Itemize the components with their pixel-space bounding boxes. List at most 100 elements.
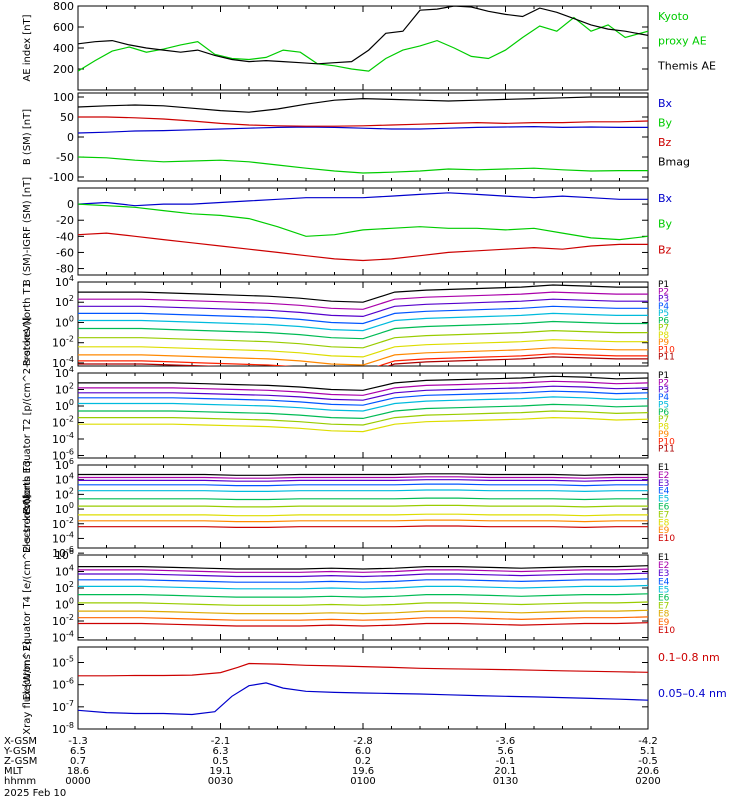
- x-row-label: Z-GSM: [4, 756, 37, 767]
- series-label: P1: [658, 371, 669, 381]
- series-line-By: [78, 156, 648, 174]
- x-row-value: 19.6: [352, 766, 374, 777]
- y-tick-label: 100: [55, 597, 74, 612]
- y-tick-label: 10-7: [52, 699, 74, 714]
- series-line-P10: [78, 353, 648, 366]
- series-line-E2: [78, 476, 648, 479]
- y-axis-label: Protons North T1: [22, 282, 33, 366]
- panel-2: 100 50 0 -50 -100 B (SM) [nT] Bx By Bz Bmag: [22, 91, 690, 184]
- series-label: Bz: [658, 243, 672, 256]
- series-line-0.05-0.4 nm: [78, 682, 648, 716]
- series-line-Kyoto proxy AE: [78, 16, 648, 72]
- x-row-value: 0.5: [213, 756, 229, 767]
- series-line-P3: [78, 385, 648, 401]
- series-line-Bmag: [78, 96, 648, 113]
- series-label: Bx: [658, 192, 673, 205]
- series-line-E1: [78, 473, 648, 476]
- y-tick-label: 50: [60, 111, 74, 124]
- series-label: E4: [658, 577, 670, 587]
- series-label: 0.05–0.4 nm: [658, 687, 727, 700]
- series-label: E5: [658, 585, 669, 595]
- series-line-P7: [78, 410, 648, 426]
- y-tick-label: 800: [53, 0, 74, 13]
- series-label: E5: [658, 495, 669, 505]
- y-tick-label: 10-6: [52, 677, 74, 692]
- series-line-P3: [78, 298, 648, 318]
- x-row-value: 0100: [350, 776, 375, 787]
- y-axis-label: Electrons North T3: [22, 460, 33, 553]
- series-label: E6: [658, 594, 670, 604]
- plot-frame: [77, 646, 649, 730]
- series-line-E8: [78, 609, 648, 615]
- series-line-P8: [78, 416, 648, 433]
- series-line-Bz: [78, 116, 648, 127]
- series-line-E4: [78, 483, 648, 487]
- series-label: E3: [658, 479, 669, 489]
- y-tick-label: 600: [53, 21, 74, 34]
- y-axis-label: Electrons Equator T4 [e/(cm^2-s-sr-keV)]: [22, 495, 33, 701]
- series-label: P2: [658, 378, 669, 388]
- y-tick-label: 102: [55, 382, 74, 397]
- series-line-P4: [78, 390, 648, 406]
- series-label: E8: [658, 518, 670, 528]
- series-line-P6: [78, 320, 648, 340]
- series-label: 0.1–0.8 nm: [658, 651, 720, 664]
- series-line-0.1-0.8 nm: [78, 662, 648, 677]
- series-label: P8: [658, 331, 669, 341]
- series-label: P3: [658, 386, 669, 396]
- series-line-E3: [78, 572, 648, 578]
- series-line-P7: [78, 329, 648, 349]
- plot-frame: [77, 372, 649, 459]
- y-tick-label: 102: [55, 486, 74, 501]
- y-tick-label: 200: [53, 63, 74, 76]
- y-tick-label: -40: [56, 230, 74, 243]
- y-tick-label: 10-4: [52, 431, 74, 446]
- series-label: Bmag: [658, 156, 690, 169]
- series-label: E7: [658, 602, 669, 612]
- series-label: E2: [658, 561, 669, 571]
- y-tick-label: 10-2: [52, 516, 74, 531]
- x-row-value: 6.3: [213, 746, 229, 757]
- y-tick-label: 106: [55, 547, 74, 562]
- y-tick-label: 10-8: [52, 721, 74, 736]
- y-tick-label: 0: [67, 131, 74, 144]
- y-tick-label: 102: [55, 580, 74, 595]
- y-tick-label: 400: [53, 42, 74, 55]
- x-row-value: -2.8: [353, 736, 373, 747]
- date-label: 2025 Feb 10: [4, 788, 66, 799]
- x-row-value: 0130: [493, 776, 518, 787]
- y-tick-label: 10-4: [52, 630, 74, 645]
- series-line-E2: [78, 568, 648, 573]
- y-tick-label: -60: [56, 246, 74, 259]
- x-row-value: -2.1: [211, 736, 231, 747]
- series-line-P11: [78, 356, 648, 366]
- series-line-E8: [78, 513, 648, 517]
- series-line-P2: [78, 291, 648, 310]
- series-label: E7: [658, 510, 669, 520]
- y-tick-label: 10-2: [52, 335, 74, 350]
- y-tick-label: 10-5: [52, 654, 74, 669]
- series-label: P4: [658, 393, 669, 403]
- panel-3: 0 -20 -40 -60 -80 B (SM)-IGRF (SM) [nT] Bx By Bz: [22, 177, 673, 286]
- y-tick-label: 100: [55, 501, 74, 516]
- series-label: E4: [658, 487, 670, 497]
- x-row-value: -4.2: [638, 736, 658, 747]
- series-line-E4: [78, 578, 648, 583]
- series-label: proxy AE: [658, 35, 707, 48]
- y-tick-label: 0: [67, 198, 74, 211]
- series-line-E5: [78, 584, 648, 590]
- series-line-E10: [78, 525, 648, 529]
- x-row-value: 0.7: [70, 756, 86, 767]
- series-line-Bx: [78, 192, 648, 207]
- y-tick-label: 104: [55, 365, 74, 380]
- series-label: E1: [658, 553, 669, 563]
- series-line-E9: [78, 519, 648, 523]
- series-label: P11: [658, 353, 675, 363]
- x-row-value: 19.1: [209, 766, 231, 777]
- series-line-P4: [78, 305, 648, 325]
- x-row-value: -0.1: [496, 756, 516, 767]
- series-line-By: [78, 203, 648, 241]
